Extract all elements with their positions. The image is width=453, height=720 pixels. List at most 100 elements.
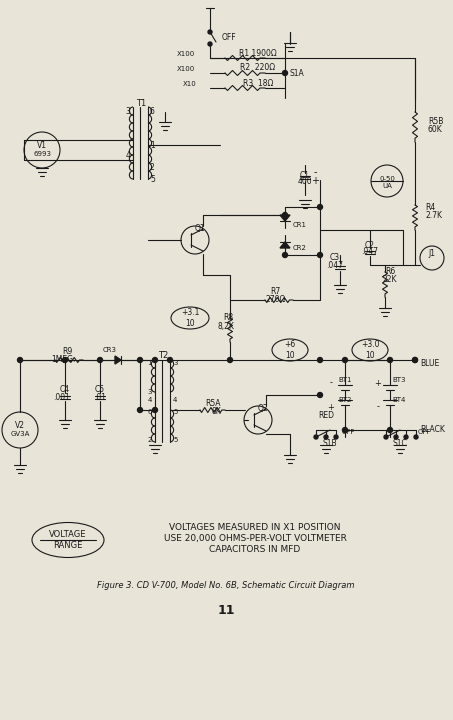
Circle shape <box>394 435 398 439</box>
Text: +3.0
10: +3.0 10 <box>361 341 379 360</box>
Circle shape <box>227 358 232 362</box>
Circle shape <box>334 435 338 439</box>
Text: R5A: R5A <box>205 398 221 408</box>
Text: T1: T1 <box>136 99 146 107</box>
Text: 4: 4 <box>125 150 130 160</box>
Circle shape <box>413 358 418 362</box>
Text: BLACK: BLACK <box>420 426 445 434</box>
Text: R6: R6 <box>385 268 395 276</box>
Circle shape <box>342 428 347 433</box>
Text: V2: V2 <box>15 421 25 431</box>
Text: 3: 3 <box>173 360 178 366</box>
Text: Figure 3. CD V-700, Model No. 6B, Schematic Circuit Diagram: Figure 3. CD V-700, Model No. 6B, Schema… <box>97 580 355 590</box>
Text: R7: R7 <box>270 287 280 297</box>
Text: 400: 400 <box>298 178 312 186</box>
Circle shape <box>404 435 408 439</box>
Text: OFF: OFF <box>342 429 355 435</box>
Text: J1: J1 <box>429 250 435 258</box>
Text: 6993: 6993 <box>33 151 51 157</box>
Circle shape <box>318 392 323 397</box>
Circle shape <box>283 253 288 258</box>
Text: X100: X100 <box>177 51 195 57</box>
Circle shape <box>168 358 173 362</box>
Text: R1 1900Ω: R1 1900Ω <box>239 48 277 58</box>
Circle shape <box>414 435 418 439</box>
Text: 8K: 8K <box>211 407 221 415</box>
Text: GV3A: GV3A <box>10 431 30 437</box>
Circle shape <box>283 212 288 217</box>
Text: +: + <box>375 379 381 387</box>
Text: +: + <box>311 176 319 186</box>
Text: R9: R9 <box>62 348 72 356</box>
Polygon shape <box>280 242 290 248</box>
Text: 11: 11 <box>217 603 235 616</box>
Circle shape <box>387 428 392 433</box>
Circle shape <box>138 408 143 413</box>
Text: 5: 5 <box>173 437 178 443</box>
Text: 4: 4 <box>148 397 152 403</box>
Text: BT1: BT1 <box>338 377 352 383</box>
Text: 60K: 60K <box>428 125 443 135</box>
Circle shape <box>342 358 347 362</box>
Text: 2: 2 <box>148 437 152 443</box>
Text: +6
10: +6 10 <box>284 341 296 360</box>
Circle shape <box>153 358 158 362</box>
Text: CR3: CR3 <box>103 347 117 353</box>
Circle shape <box>318 253 323 258</box>
Text: OFF: OFF <box>222 32 236 42</box>
Text: R2  220Ω: R2 220Ω <box>241 63 275 73</box>
Circle shape <box>318 358 323 362</box>
Text: 22K: 22K <box>383 274 397 284</box>
Text: Q1: Q1 <box>195 223 205 233</box>
Text: 1: 1 <box>148 360 152 366</box>
Circle shape <box>387 358 392 362</box>
Text: OFF: OFF <box>418 429 431 435</box>
Text: BT4: BT4 <box>392 397 405 403</box>
Circle shape <box>314 435 318 439</box>
Circle shape <box>63 358 67 362</box>
Circle shape <box>318 204 323 210</box>
Text: 4: 4 <box>173 397 178 403</box>
Circle shape <box>208 30 212 34</box>
Text: 8,2K: 8,2K <box>217 322 235 330</box>
Text: -: - <box>313 167 317 177</box>
Text: Q2: Q2 <box>258 403 268 413</box>
Text: BLUE: BLUE <box>420 359 439 367</box>
Text: VOLTAGES MEASURED IN X1 POSITION: VOLTAGES MEASURED IN X1 POSITION <box>169 523 341 531</box>
Circle shape <box>153 408 158 413</box>
Polygon shape <box>115 356 121 364</box>
Text: VOLTAGE
RANGE: VOLTAGE RANGE <box>49 531 87 549</box>
Circle shape <box>97 358 102 362</box>
Text: 5: 5 <box>173 409 178 415</box>
Text: S1B: S1B <box>323 438 337 448</box>
Circle shape <box>384 435 388 439</box>
Text: 0-50: 0-50 <box>379 176 395 182</box>
Polygon shape <box>280 215 290 221</box>
Text: BT3: BT3 <box>392 377 405 383</box>
Text: BT2: BT2 <box>338 397 352 403</box>
Circle shape <box>283 71 288 76</box>
Text: .01: .01 <box>94 392 106 402</box>
Circle shape <box>208 42 212 46</box>
Text: T2: T2 <box>158 351 168 359</box>
Text: S1A: S1A <box>289 68 304 78</box>
Text: +3.1
10: +3.1 10 <box>181 308 199 328</box>
Text: 2.7K: 2.7K <box>425 210 442 220</box>
Text: C2: C2 <box>365 240 375 250</box>
Text: R4: R4 <box>425 204 435 212</box>
Text: CAPACITORS IN MFD: CAPACITORS IN MFD <box>209 544 301 554</box>
Text: -: - <box>376 402 380 412</box>
Text: 270Ω: 270Ω <box>265 295 285 305</box>
Text: C3: C3 <box>330 253 340 263</box>
Text: CR2: CR2 <box>293 245 307 251</box>
Text: 3: 3 <box>125 107 130 117</box>
Circle shape <box>413 358 418 362</box>
Circle shape <box>138 358 143 362</box>
Text: 6: 6 <box>150 107 155 117</box>
Text: C4: C4 <box>60 385 70 395</box>
Text: 1: 1 <box>150 140 155 150</box>
Text: -: - <box>329 379 333 387</box>
Circle shape <box>18 358 23 362</box>
Text: .047: .047 <box>327 261 343 269</box>
Text: .047: .047 <box>361 248 379 256</box>
